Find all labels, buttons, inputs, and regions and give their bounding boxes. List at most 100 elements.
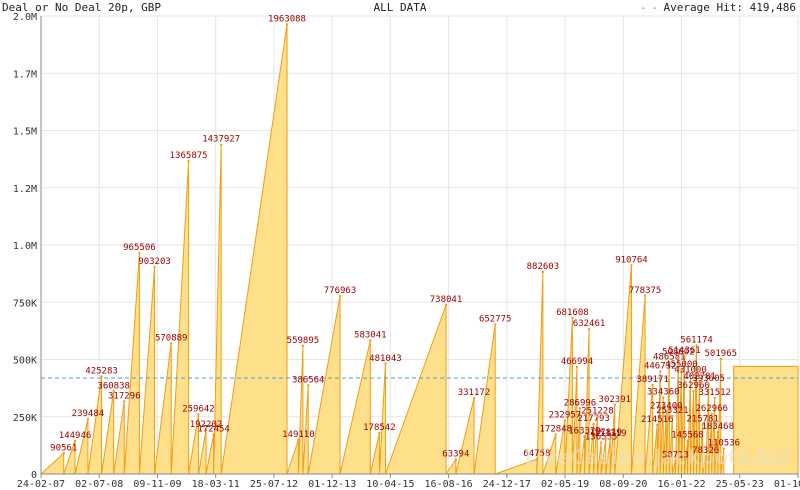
- y-tick-label: 1.7M: [13, 69, 37, 80]
- peak-value-label: 157819: [589, 428, 622, 438]
- peak-value-label: 393605: [692, 374, 725, 384]
- peak-value-label: 583041: [354, 330, 387, 340]
- peak-value-label: 402781: [683, 372, 716, 382]
- peak-value-label: 1963088: [268, 14, 306, 24]
- peak-point: [674, 459, 677, 462]
- peak-point: [710, 412, 713, 415]
- peak-point: [683, 355, 686, 358]
- peak-value-label: 215781: [686, 415, 719, 425]
- peak-point: [62, 452, 65, 455]
- x-tick-label: 16-01-22: [657, 479, 705, 490]
- peak-value-label: 64758: [523, 449, 550, 459]
- peak-value-label: 1437927: [202, 135, 240, 145]
- peak-value-label: 239484: [72, 409, 105, 419]
- peak-value-label: 508602: [662, 348, 695, 358]
- peak-value-label: 214516: [641, 415, 674, 425]
- peak-value-label: 362960: [677, 381, 710, 391]
- y-tick-label: 250K: [13, 413, 37, 424]
- peak-value-label: 386564: [292, 375, 325, 385]
- peak-value-label: 681608: [556, 308, 589, 318]
- peak-point: [630, 264, 633, 267]
- peak-point: [535, 457, 539, 461]
- x-tick-label: 18-03-11: [192, 479, 240, 490]
- peak-point: [651, 383, 654, 387]
- peak-value-label: 910764: [615, 255, 648, 265]
- peak-value-label: 501965: [705, 349, 738, 359]
- peak-point: [138, 251, 141, 255]
- peak-value-label: 217793: [577, 414, 610, 424]
- peak-value-label: 232957: [549, 411, 582, 421]
- peak-value-label: 486581: [653, 353, 686, 363]
- peak-value-label: 153319: [594, 429, 627, 439]
- chart-subtitle: ALL DATA: [373, 1, 427, 14]
- peak-value-label: 136535: [585, 433, 618, 443]
- peak-point: [599, 441, 603, 444]
- peak-point: [123, 400, 126, 403]
- peak-value-label: 172454: [197, 425, 230, 435]
- peak-point: [698, 380, 701, 383]
- peak-point: [719, 357, 722, 361]
- y-tick-label: 1.5M: [13, 127, 37, 138]
- average-hit-legend: - - Average Hit: 419,486: [640, 1, 796, 14]
- peak-point: [722, 447, 726, 450]
- peak-value-label: 965506: [123, 243, 156, 253]
- peak-point: [444, 303, 448, 307]
- peak-point: [86, 417, 90, 421]
- peak-point: [613, 403, 617, 406]
- site-watermark: LiveCasino-Jackpots.biz: [524, 445, 790, 469]
- peak-point: [665, 410, 668, 413]
- peak-value-label: 882603: [527, 262, 560, 272]
- peak-point: [297, 438, 300, 442]
- jackpot-series-area: [40, 23, 799, 475]
- peak-point: [378, 431, 381, 435]
- peak-value-label: 183468: [702, 422, 735, 432]
- x-tick-label: 02-07-08: [75, 479, 123, 490]
- peak-value-label: 776963: [324, 286, 357, 296]
- peak-point: [604, 436, 607, 440]
- peak-point: [686, 439, 689, 442]
- peak-value-label: 331512: [698, 388, 731, 398]
- peak-point: [571, 316, 574, 320]
- average-hit-label: Average Hit: 419,486: [663, 1, 796, 14]
- peak-value-label: 331172: [458, 388, 491, 398]
- peak-point: [677, 356, 680, 359]
- peak-point: [563, 419, 567, 422]
- peak-point: [643, 294, 647, 297]
- peak-point: [668, 361, 671, 364]
- peak-value-label: 192202: [190, 420, 223, 430]
- peak-point: [197, 413, 200, 416]
- peak-point: [596, 415, 599, 418]
- peak-value-label: 178542: [363, 423, 396, 433]
- x-tick-label: 24-12-17: [483, 479, 531, 490]
- peak-point: [707, 382, 710, 386]
- peak-point: [204, 428, 208, 432]
- peak-value-label: 389171: [636, 375, 669, 385]
- peak-point: [153, 265, 156, 269]
- peak-value-label: 466994: [561, 357, 594, 367]
- peak-point: [587, 327, 591, 331]
- peak-point: [609, 437, 612, 441]
- peak-value-label: 778375: [629, 286, 662, 296]
- peak-value-label: 431000: [674, 365, 707, 375]
- peak-value-label: 334360: [647, 387, 680, 397]
- peak-point: [541, 270, 545, 274]
- peak-value-label: 144946: [59, 431, 92, 441]
- peak-point: [713, 396, 716, 400]
- peak-point: [219, 143, 223, 146]
- peak-point: [494, 323, 497, 326]
- x-tick-label: 01-12-13: [308, 479, 356, 490]
- peak-value-label: 251228: [581, 406, 614, 416]
- x-tick-label: 08-09-20: [599, 479, 647, 490]
- peak-point: [73, 439, 77, 443]
- x-tick-label: 10-04-15: [366, 479, 414, 490]
- peak-point: [307, 384, 310, 387]
- peak-value-label: 58713: [662, 451, 689, 461]
- peak-value-label: 455000: [665, 360, 698, 370]
- peak-point: [112, 390, 115, 393]
- peak-value-label: 1365875: [170, 151, 208, 161]
- y-tick-label: 1.2M: [13, 184, 37, 195]
- peak-value-label: 632461: [573, 319, 606, 329]
- peak-value-label: 90561: [50, 443, 77, 453]
- y-tick-label: 1.0M: [13, 241, 37, 252]
